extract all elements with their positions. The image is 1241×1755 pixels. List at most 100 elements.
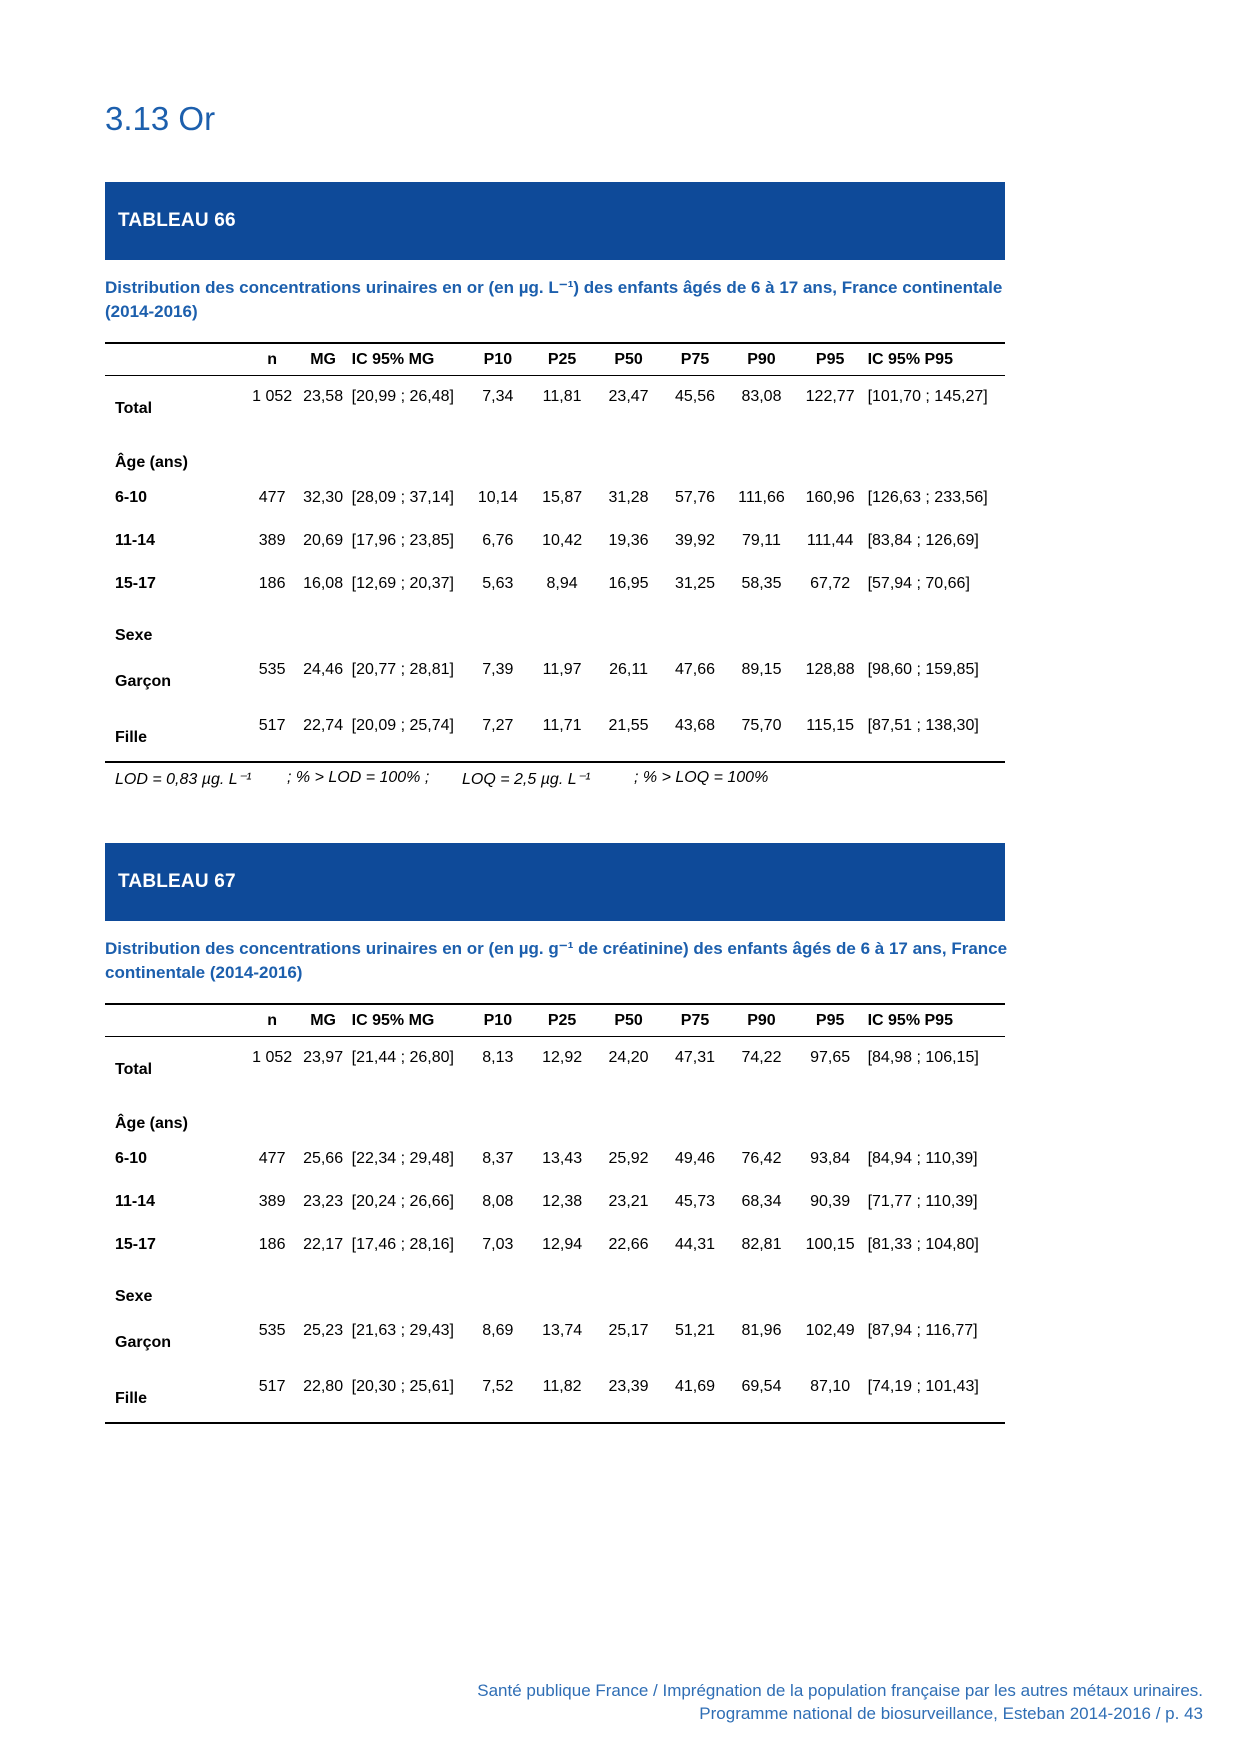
table-cell: 45,73 xyxy=(674,1193,716,1210)
section-title: 3.13 Or xyxy=(105,100,216,137)
table-cell: 87,10 xyxy=(810,1378,851,1395)
table-cell: [20,24 ; 26,66] xyxy=(351,1193,454,1210)
table-cell: [21,44 ; 26,80] xyxy=(351,1049,454,1066)
table-cell: 7,03 xyxy=(482,1236,514,1253)
column-header: P90 xyxy=(728,343,795,376)
table-cell: 22,74 xyxy=(303,717,344,734)
table67-header: n MG IC 95% MG P10 P25 P50 P75 P90 P95 IC 95% P95 xyxy=(105,1004,1005,1037)
lod-loq-footnote: LOD = 0,83 µg. L⁻¹ ; % > LOD = 100% ; LOQ … xyxy=(105,769,1005,789)
table-cell: 31,25 xyxy=(674,575,716,592)
table-cell: 31,28 xyxy=(608,489,649,506)
table-cell: [71,77 ; 110,39] xyxy=(867,1193,978,1210)
row-label: Garçon xyxy=(115,1334,172,1351)
table-cell: 19,36 xyxy=(608,532,649,549)
table-cell: 20,69 xyxy=(303,532,344,549)
table-cell: 15,87 xyxy=(542,489,583,506)
section-row: Sexe xyxy=(105,605,1005,649)
table-row: 15-17 186 16,08 [12,69 ; 20,37] 5,63 8,94 16,9… xyxy=(105,562,1005,605)
table-cell: 122,77 xyxy=(805,388,855,405)
table-row: Total 1 052 23,97 [21,44 ; 26,80] 8,13 12,92 2… xyxy=(105,1037,1005,1094)
table-cell: 11,97 xyxy=(542,661,582,678)
table-cell: 111,66 xyxy=(738,489,785,506)
table-cell: 13,74 xyxy=(542,1322,583,1339)
table-cell: 89,15 xyxy=(741,661,782,678)
table-cell: 389 xyxy=(258,1193,286,1210)
table-cell: 1 052 xyxy=(252,1049,293,1066)
table67-body: Total 1 052 23,97 [21,44 ; 26,80] 8,13 12,92 2… xyxy=(105,1037,1005,1423)
table-cell: [98,60 ; 159,85] xyxy=(867,661,979,678)
column-header: IC 95% MG xyxy=(349,1004,467,1037)
column-header: IC 95% P95 xyxy=(865,1004,1005,1037)
table-cell: 102,49 xyxy=(805,1322,855,1339)
table66-body: Total 1 052 23,58 [20,99 ; 26,48] 7,34 11,81 2… xyxy=(105,376,1005,762)
table66-block: TABLEAU 66 Distribution des concentratio… xyxy=(105,182,1005,789)
table67: n MG IC 95% MG P10 P25 P50 P75 P90 P95 IC 95% P95… xyxy=(105,1003,1005,1424)
table-cell: 24,46 xyxy=(303,661,344,678)
table-cell: 8,69 xyxy=(482,1322,514,1339)
table-cell: 1 052 xyxy=(252,388,293,405)
table-cell: [84,98 ; 106,15] xyxy=(867,1049,979,1066)
table-cell: 8,37 xyxy=(482,1150,514,1167)
table-cell: [17,46 ; 28,16] xyxy=(351,1236,454,1253)
table-row: 6-10 477 32,30 [28,09 ; 37,14] 10,14 15,87 31,… xyxy=(105,476,1005,519)
table-cell: 93,84 xyxy=(810,1150,851,1167)
table-row: Fille 517 22,80 [20,30 ; 25,61] 7,52 11,82 23,… xyxy=(105,1366,1005,1423)
row-label: 15-17 xyxy=(115,1236,156,1253)
table-row: 15-17 186 22,17 [17,46 ; 28,16] 7,03 12,94 22,… xyxy=(105,1223,1005,1266)
column-header: n xyxy=(247,343,297,376)
table-cell: 10,14 xyxy=(477,489,518,506)
column-header: P50 xyxy=(595,1004,662,1037)
table-cell: 32,30 xyxy=(303,489,344,506)
table-row: 11-14 389 20,69 [17,96 ; 23,85] 6,76 10,42 19,… xyxy=(105,519,1005,562)
table-cell: [74,19 ; 101,43] xyxy=(867,1378,979,1395)
table-cell: 22,80 xyxy=(303,1378,344,1395)
table-cell: 535 xyxy=(258,1322,286,1339)
table-cell: [20,09 ; 25,74] xyxy=(351,717,454,734)
row-label: Sexe xyxy=(115,627,153,644)
table-cell: 535 xyxy=(258,661,286,678)
row-label: Sexe xyxy=(115,1288,153,1305)
table-cell: 23,97 xyxy=(303,1049,344,1066)
table66-banner: TABLEAU 66 xyxy=(105,182,1005,260)
table-cell: [20,30 ; 25,61] xyxy=(351,1378,454,1395)
footnote-segment: ; % > LOQ = 100% xyxy=(634,769,769,786)
table-cell: 97,65 xyxy=(810,1049,851,1066)
column-header: P90 xyxy=(728,1004,795,1037)
table-cell: 128,88 xyxy=(805,661,855,678)
table-cell: 23,23 xyxy=(303,1193,344,1210)
table66: n MG IC 95% MG P10 P25 P50 P75 P90 P95 IC 95% P95… xyxy=(105,342,1005,763)
column-header: P75 xyxy=(661,343,729,376)
table-cell: [21,63 ; 29,43] xyxy=(351,1322,454,1339)
table-cell: 7,34 xyxy=(482,388,514,405)
table-cell: 16,95 xyxy=(608,575,649,592)
table-row: Total 1 052 23,58 [20,99 ; 26,48] 7,34 11,81 2… xyxy=(105,376,1005,433)
table-cell: 5,63 xyxy=(482,575,514,592)
table-cell: 90,39 xyxy=(810,1193,851,1210)
table-cell: 22,17 xyxy=(303,1236,344,1253)
table-cell: [28,09 ; 37,14] xyxy=(351,489,454,506)
table-cell: 7,39 xyxy=(482,661,514,678)
table-cell: 389 xyxy=(258,532,286,549)
table-cell: [17,96 ; 23,85] xyxy=(351,532,454,549)
table-cell: 76,42 xyxy=(741,1150,782,1167)
row-label: Garçon xyxy=(115,673,172,690)
table66-header: n MG IC 95% MG P10 P25 P50 P75 P90 P95 IC 95% P95 xyxy=(105,343,1005,376)
row-label: 11-14 xyxy=(115,532,156,549)
table-cell: 25,17 xyxy=(608,1322,649,1339)
footer-line-2: Programme national de biosurveillance, E… xyxy=(699,1704,1203,1723)
table-cell: 25,66 xyxy=(303,1150,344,1167)
table-cell: [20,99 ; 26,48] xyxy=(351,388,454,405)
table-cell: 477 xyxy=(258,1150,286,1167)
table-cell: 12,38 xyxy=(542,1193,583,1210)
table-cell: [84,94 ; 110,39] xyxy=(867,1150,978,1167)
table-row: Fille 517 22,74 [20,09 ; 25,74] 7,27 11,71 21,… xyxy=(105,705,1005,762)
table-cell: 39,92 xyxy=(674,532,716,549)
footnote-segment: LOD = 0,83 µg. L⁻¹ xyxy=(115,771,252,788)
column-header: P50 xyxy=(595,343,662,376)
table67-banner: TABLEAU 67 xyxy=(105,843,1005,921)
table-cell: 160,96 xyxy=(805,489,855,506)
caption-line: continentale (2014-2016) xyxy=(105,963,303,982)
table67-block: TABLEAU 67 Distribution des concentratio… xyxy=(105,843,1007,1424)
table-cell: [87,94 ; 116,77] xyxy=(867,1322,978,1339)
footnote-segment: LOQ = 2,5 µg. L⁻¹ xyxy=(462,771,591,788)
